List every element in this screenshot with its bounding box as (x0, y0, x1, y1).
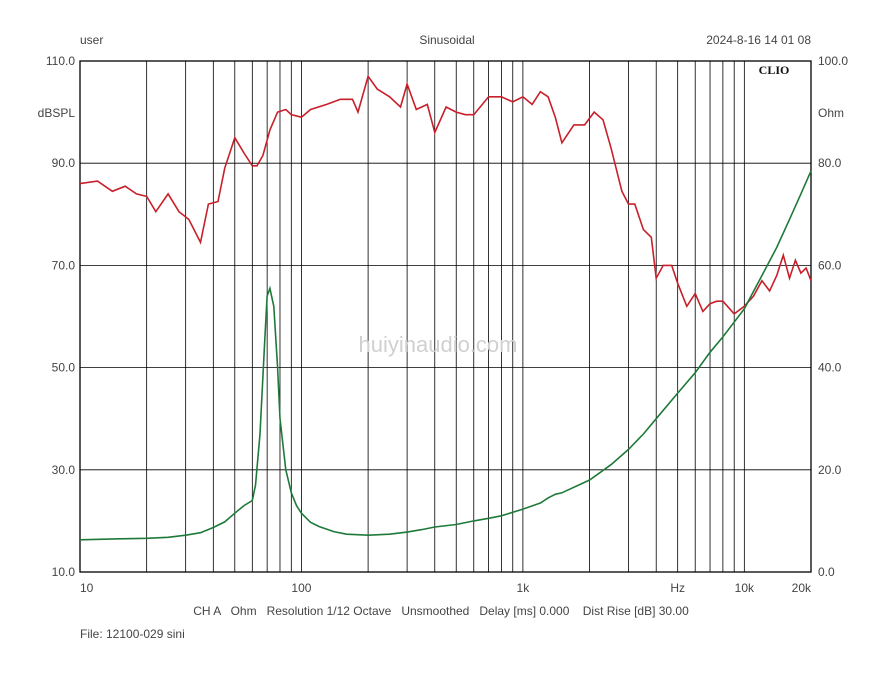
header-user: user (80, 33, 103, 47)
left-tick-label: 70.0 (52, 258, 76, 272)
x-tick-label: 10k (735, 581, 755, 595)
left-tick-label: 110.0 (46, 54, 75, 68)
footer-settings: CH A Ohm Resolution 1/12 Octave Unsmooth… (193, 604, 689, 618)
x-tick-label: 10 (80, 581, 94, 595)
x-tick-label: 20k (792, 581, 812, 595)
brand-logo: CLIO (759, 63, 790, 77)
x-tick-label: Hz (670, 581, 685, 595)
watermark: huiyinaudio.com (359, 332, 518, 357)
grid (80, 61, 811, 572)
header-datetime: 2024-8-16 14 01 08 (706, 33, 811, 47)
left-tick-label: 30.0 (52, 463, 76, 477)
right-tick-label: 60.0 (818, 258, 842, 272)
left-tick-label: 90.0 (52, 156, 76, 170)
left-tick-label: 10.0 (52, 565, 76, 579)
tick-labels: 10.0 30.0 50.0 70.0 90.0 110.0 0.0 20.0 40.0 60.0… (46, 54, 848, 595)
right-axis-label: Ohm (818, 106, 844, 120)
x-tick-label: 100 (291, 581, 311, 595)
left-tick-label: 50.0 (52, 361, 76, 375)
x-tick-label: 1k (517, 581, 531, 595)
series-spl-line (79, 74, 812, 315)
footer-file: File: 12100-029 sini (80, 627, 185, 641)
header-mode: Sinusoidal (419, 33, 474, 47)
left-axis-label: dBSPL (38, 106, 76, 120)
right-tick-label: 20.0 (818, 463, 842, 477)
plot-frame (79, 60, 812, 573)
brand-badge (754, 62, 794, 77)
right-tick-label: 80.0 (818, 156, 842, 170)
right-tick-label: 0.0 (818, 565, 835, 579)
right-tick-label: 40.0 (818, 361, 842, 375)
right-tick-label: 100.0 (818, 54, 848, 68)
series-impedance-line (79, 170, 812, 541)
